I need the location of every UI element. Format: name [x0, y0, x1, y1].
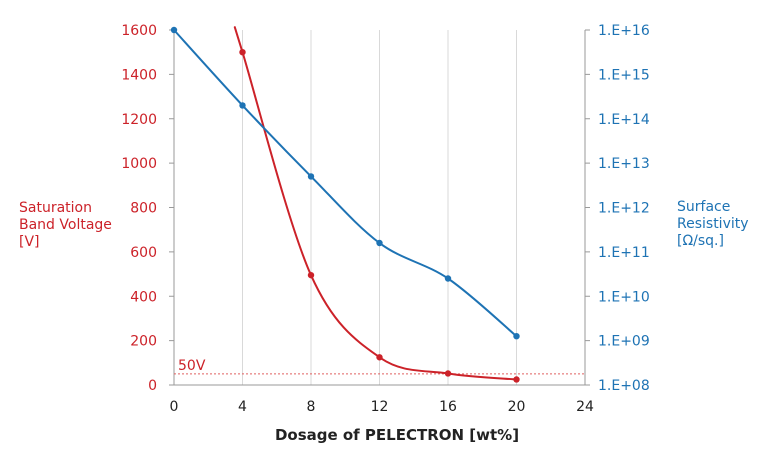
x-tick-label: 4: [238, 399, 247, 415]
left-tick-label: 1600: [121, 23, 157, 39]
x-tick-label: 16: [439, 399, 457, 415]
x-tick-label: 20: [508, 399, 526, 415]
right-tick-label: 1.E+09: [598, 334, 650, 350]
series-point-right: [307, 173, 315, 180]
x-tick-label: 12: [371, 399, 389, 415]
series-point-right: [170, 26, 178, 34]
series-line-right: [173, 29, 518, 337]
right-tick-label: 1.E+10: [598, 289, 650, 305]
series-point-left: [307, 271, 315, 279]
left-tick-label: 0: [148, 378, 157, 394]
left-tick-label: 1200: [121, 112, 157, 128]
right-tick-label: 1.E+15: [598, 67, 650, 83]
x-tick-label: 0: [170, 399, 179, 415]
right-tick-label: 1.E+14: [598, 112, 650, 128]
series-point-right: [513, 332, 520, 340]
series-point-left: [376, 354, 383, 361]
series-point-left: [444, 370, 452, 377]
series-point-right: [376, 239, 383, 247]
series-point-right: [444, 275, 452, 282]
series-point-right: [239, 102, 246, 109]
reference-line-label: 50V: [178, 358, 206, 374]
x-tick-label: 24: [576, 399, 594, 415]
right-tick-label: 1.E+08: [598, 378, 650, 394]
series-point-left: [239, 48, 246, 56]
left-tick-label: 1400: [121, 67, 157, 83]
left-tick-label: 1000: [121, 156, 157, 172]
right-tick-label: 1.E+11: [598, 245, 650, 261]
series-point-left: [513, 376, 520, 383]
right-tick-label: 1.E+16: [598, 23, 650, 39]
series-line-left: [233, 26, 517, 381]
left-tick-label: 800: [130, 201, 157, 217]
left-tick-label: 200: [130, 334, 157, 350]
left-tick-label: 600: [130, 245, 157, 261]
x-tick-label: 8: [307, 399, 316, 415]
right-tick-label: 1.E+13: [598, 156, 650, 172]
right-tick-label: 1.E+12: [598, 201, 650, 217]
left-tick-label: 400: [130, 289, 157, 305]
